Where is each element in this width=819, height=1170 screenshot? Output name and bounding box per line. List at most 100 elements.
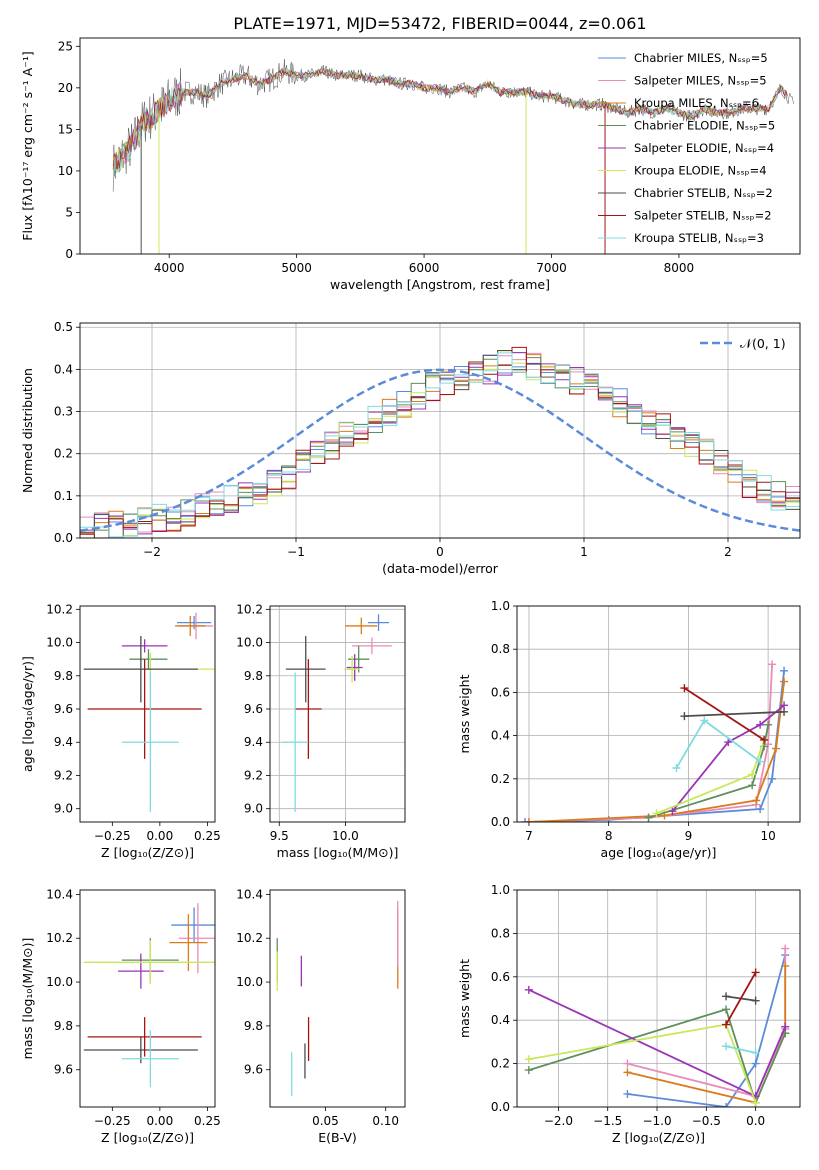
y-axis-label: mass weight — [457, 674, 472, 753]
weight-marker — [780, 677, 789, 686]
y-tick-label: 9.0 — [54, 802, 73, 816]
plot-area — [270, 890, 405, 1107]
gaussian-curve — [80, 368, 800, 532]
weight-line-chabrier_stelib — [684, 710, 785, 718]
weight-marker — [751, 1048, 760, 1057]
y-tick-label: 9.6 — [54, 1063, 73, 1077]
y-tick-label: 0.2 — [491, 1057, 510, 1071]
weight-marker — [623, 1068, 632, 1077]
weight-marker — [672, 764, 681, 772]
y-tick-label: 0.5 — [54, 320, 73, 334]
weight-marker — [520, 818, 529, 822]
axes-frame — [79, 322, 801, 539]
y-tick-label: 15 — [58, 122, 73, 136]
plot-content — [83, 612, 215, 813]
weight-marker — [668, 807, 677, 816]
errorbar-point-kroupa_stelib — [281, 672, 309, 813]
legend-label: Salpeter ELODIE, Nₛₛₚ=4 — [634, 141, 774, 155]
weight-marker — [781, 961, 790, 970]
chart-weight_vs_age: 7 8 9 10 0.0 0.2 0.4 0.6 0.8 1.0 age [log₁₀(age/yr… — [457, 599, 801, 860]
weight-marker — [751, 1059, 760, 1068]
y-tick-label: 0.4 — [491, 729, 510, 743]
chart-mass_vs_Z: −0.25 0.00 0.25 9.6 9.8 10.0 10.2 10.4 Z [log₁₀(… — [20, 887, 221, 1145]
weight-line-chabrier_elodie — [648, 724, 769, 819]
y-tick-label: 9.0 — [244, 802, 263, 816]
weight-marker — [752, 796, 761, 805]
weight-marker — [751, 968, 760, 977]
y-tick-label: 0.8 — [491, 642, 510, 656]
x-tick-label: 0.10 — [372, 1114, 399, 1128]
chart-weight_vs_Z: −2.0 −1.5 −1.0 −0.5 0.0 0.0 0.2 0.4 0.6 0.8 1.0 Z [… — [457, 883, 801, 1145]
axes-frame — [79, 605, 216, 823]
histogram-kroupa_stelib — [80, 352, 800, 538]
x-axis-label: Z [log₁₀(Z/Z⊙)] — [101, 845, 194, 860]
y-tick-label: 9.8 — [244, 669, 263, 683]
weight-marker — [524, 1066, 533, 1075]
weight-line-salpeter_stelib — [725, 972, 757, 1025]
weight-marker — [764, 720, 773, 729]
y-tick-label: 0.1 — [54, 489, 73, 503]
weight-marker — [652, 809, 661, 818]
y-tick-label: 9.2 — [54, 768, 73, 782]
plot-content — [83, 903, 215, 1088]
weight-marker — [680, 712, 689, 721]
weight-marker — [780, 666, 789, 675]
weight-marker — [722, 1005, 731, 1014]
chart-age_vs_Z: −0.25 0.00 0.25 9.0 9.2 9.4 9.6 9.8 10.0 10.2 Z [l… — [20, 602, 221, 860]
y-tick-label: 9.4 — [54, 735, 73, 749]
weight-marker — [772, 744, 781, 753]
y-tick-label: 10.2 — [236, 931, 263, 945]
y-tick-label: 0.6 — [491, 970, 510, 984]
x-tick-label: 9.5 — [270, 829, 289, 843]
y-tick-label: 1.0 — [491, 599, 510, 613]
y-tick-label: 0.0 — [54, 531, 73, 545]
y-tick-label: 10.4 — [46, 887, 73, 901]
legend-label: Kroupa STELIB, Nₛₛₚ=3 — [634, 231, 764, 245]
weight-marker — [751, 1098, 760, 1107]
histogram-salpeter_stelib — [80, 346, 800, 538]
chart-mass_vs_EBV: 0.05 0.10 9.6 9.8 10.0 10.2 10.4 E(B-V) — [236, 887, 406, 1145]
spectrum-model-kroupa_stelib — [112, 67, 788, 174]
weight-marker — [524, 1055, 533, 1064]
weight-marker — [768, 660, 777, 669]
y-tick-label: 9.8 — [54, 669, 73, 683]
legend-label: Salpeter MILES, Nₛₛₚ=5 — [634, 74, 767, 88]
weight-marker — [623, 1089, 632, 1098]
y-axis-label: Flux [fλ10⁻¹⁷ erg cm⁻² s⁻¹ A⁻¹] — [20, 51, 35, 240]
plot-area — [80, 38, 800, 254]
errorbar-point-kroupa_elodie — [344, 655, 360, 683]
weight-line-chabrier_elodie — [528, 1008, 787, 1106]
weight-marker — [780, 707, 789, 716]
x-axis-label: Z [log₁₀(Z/Z⊙)] — [101, 1130, 194, 1145]
x-tick-label: 0.00 — [146, 1114, 173, 1128]
errorbar-point-kroupa_stelib — [121, 672, 179, 813]
y-tick-label: 9.2 — [244, 768, 263, 782]
x-tick-label: 7000 — [536, 261, 567, 275]
x-tick-label: 7 — [525, 829, 533, 843]
legend-label: Salpeter STELIB, Nₛₛₚ=2 — [634, 209, 772, 223]
y-tick-label: 1.0 — [491, 883, 510, 897]
x-tick-label: 6000 — [409, 261, 440, 275]
y-tick-label: 10 — [58, 164, 73, 178]
y-tick-label: 9.6 — [244, 702, 263, 716]
plot-content — [80, 346, 800, 538]
y-tick-label: 10.2 — [46, 931, 73, 945]
plot-content — [524, 944, 790, 1107]
errorbar-point-chabrier_elodie — [129, 649, 168, 670]
weight-marker — [781, 1022, 790, 1031]
x-tick-label: −0.5 — [692, 1114, 721, 1128]
x-tick-label: −1.5 — [593, 1114, 622, 1128]
weight-line-salpeter_stelib — [683, 687, 765, 741]
legend-label: Chabrier ELODIE, Nₛₛₚ=5 — [634, 119, 775, 133]
y-tick-label: 10.0 — [236, 975, 263, 989]
y-tick-label: 10.2 — [46, 602, 73, 616]
errorbar-point-chabrier_stelib — [285, 635, 326, 703]
x-tick-label: 0 — [436, 545, 444, 559]
y-axis-label: age [log₁₀(age/yr)] — [20, 656, 35, 772]
weight-marker — [748, 770, 757, 779]
x-tick-label: −2 — [143, 545, 161, 559]
y-axis-label: mass [log₁₀(M/M⊙)] — [20, 938, 35, 1060]
spectrum-legend: Chabrier MILES, Nₛₛₚ=5 Salpeter MILES, Nₛ… — [598, 51, 775, 245]
errorbar-point-kroupa_stelib — [121, 1030, 179, 1088]
x-tick-label: 9 — [685, 829, 693, 843]
